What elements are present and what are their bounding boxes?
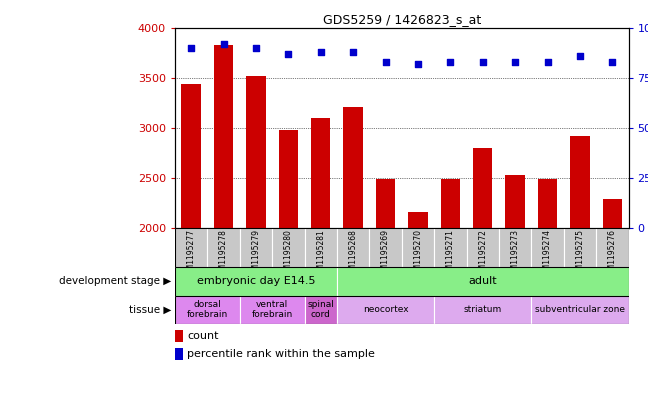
- Bar: [434, 228, 467, 267]
- Text: count: count: [187, 331, 219, 341]
- Text: embryonic day E14.5: embryonic day E14.5: [197, 276, 315, 286]
- Text: GSM1195276: GSM1195276: [608, 229, 617, 280]
- Point: [251, 44, 261, 51]
- Bar: [279, 130, 298, 228]
- Bar: [531, 228, 564, 267]
- Bar: [505, 175, 525, 228]
- Text: GSM1195277: GSM1195277: [187, 229, 196, 280]
- Point: [575, 52, 585, 59]
- Bar: [175, 228, 207, 267]
- Bar: [214, 44, 233, 228]
- Text: GSM1195271: GSM1195271: [446, 229, 455, 280]
- Text: percentile rank within the sample: percentile rank within the sample: [187, 349, 375, 359]
- Point: [380, 59, 391, 65]
- Text: GSM1195281: GSM1195281: [316, 229, 325, 280]
- Bar: [603, 199, 622, 228]
- Bar: [240, 296, 305, 324]
- Bar: [596, 228, 629, 267]
- Text: GSM1195272: GSM1195272: [478, 229, 487, 280]
- Point: [445, 59, 456, 65]
- Text: adult: adult: [469, 276, 497, 286]
- Bar: [531, 296, 629, 324]
- Text: GSM1195270: GSM1195270: [413, 229, 422, 280]
- Bar: [181, 84, 201, 228]
- Text: spinal
cord: spinal cord: [307, 300, 334, 320]
- Text: dorsal
forebrain: dorsal forebrain: [187, 300, 228, 320]
- Text: subventricular zone: subventricular zone: [535, 305, 625, 314]
- Text: neocortex: neocortex: [363, 305, 408, 314]
- Text: GSM1195273: GSM1195273: [511, 229, 520, 280]
- Bar: [240, 228, 272, 267]
- Bar: [305, 228, 337, 267]
- Bar: [207, 228, 240, 267]
- Bar: [343, 107, 363, 228]
- Text: GSM1195274: GSM1195274: [543, 229, 552, 280]
- Bar: [337, 267, 629, 296]
- Point: [542, 59, 553, 65]
- Bar: [311, 118, 330, 228]
- Text: development stage ▶: development stage ▶: [60, 276, 172, 286]
- Bar: [305, 296, 337, 324]
- Bar: [473, 148, 492, 228]
- Bar: [337, 296, 434, 324]
- Point: [218, 40, 229, 47]
- Text: GSM1195278: GSM1195278: [219, 229, 228, 280]
- Point: [478, 59, 488, 65]
- Bar: [499, 228, 531, 267]
- Bar: [408, 212, 428, 228]
- Bar: [175, 348, 183, 360]
- Bar: [402, 228, 434, 267]
- Bar: [434, 296, 531, 324]
- Bar: [467, 228, 499, 267]
- Bar: [369, 228, 402, 267]
- Bar: [175, 267, 337, 296]
- Bar: [376, 179, 395, 228]
- Point: [607, 59, 618, 65]
- Bar: [175, 296, 240, 324]
- Bar: [538, 179, 557, 228]
- Bar: [564, 228, 596, 267]
- Point: [348, 48, 358, 55]
- Text: ventral
forebrain: ventral forebrain: [251, 300, 293, 320]
- Text: GSM1195268: GSM1195268: [349, 229, 358, 280]
- Bar: [441, 179, 460, 228]
- Bar: [570, 136, 590, 228]
- Bar: [272, 228, 305, 267]
- Bar: [337, 228, 369, 267]
- Title: GDS5259 / 1426823_s_at: GDS5259 / 1426823_s_at: [323, 13, 481, 26]
- Text: GSM1195279: GSM1195279: [251, 229, 260, 280]
- Text: striatum: striatum: [463, 305, 502, 314]
- Text: tissue ▶: tissue ▶: [130, 305, 172, 315]
- Bar: [246, 75, 266, 228]
- Bar: [175, 330, 183, 342]
- Text: GSM1195275: GSM1195275: [575, 229, 584, 280]
- Point: [283, 50, 294, 57]
- Point: [186, 44, 196, 51]
- Point: [413, 61, 423, 67]
- Point: [510, 59, 520, 65]
- Text: GSM1195269: GSM1195269: [381, 229, 390, 280]
- Point: [316, 48, 326, 55]
- Text: GSM1195280: GSM1195280: [284, 229, 293, 280]
